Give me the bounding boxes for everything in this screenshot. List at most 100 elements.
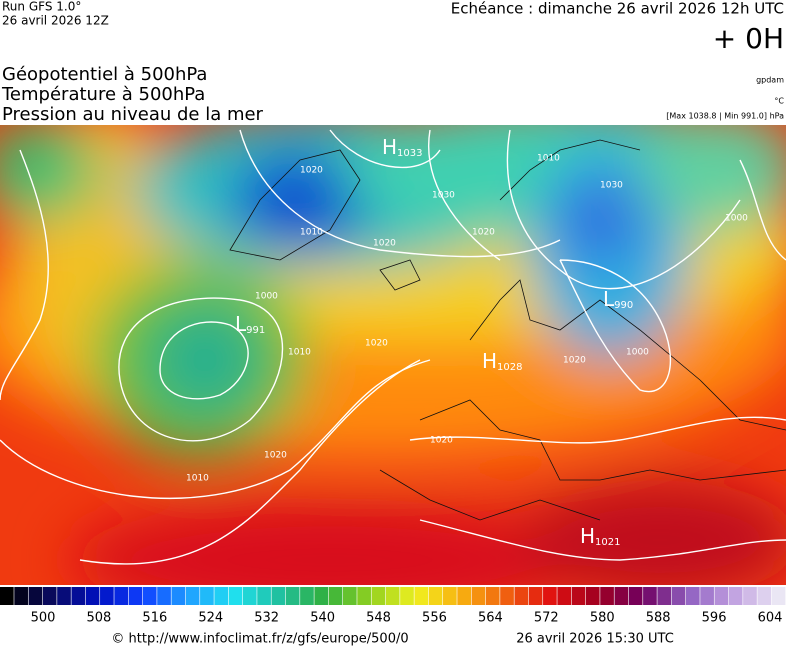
center-value: 1021	[595, 537, 620, 548]
colorbar-tick-label: 500	[31, 611, 56, 626]
colorbar-tick-label: 572	[534, 611, 559, 626]
footer-url: © http://www.infoclimat.fr/z/gfs/europe/…	[111, 632, 408, 647]
colorbar-cell	[28, 587, 43, 605]
colorbar-cell	[528, 587, 543, 605]
pressure-center: L991	[235, 312, 265, 337]
center-letter: H	[382, 135, 397, 159]
colorbar-tick-label: 540	[310, 611, 335, 626]
colorbar-cell	[657, 587, 672, 605]
colorbar-cell	[242, 587, 257, 605]
isobar-label: 1030	[600, 181, 623, 191]
colorbar-cell	[485, 587, 500, 605]
colorbar-tick-label: 508	[87, 611, 112, 626]
colorbar-tick-label: 556	[422, 611, 447, 626]
colorbar-cell	[214, 587, 229, 605]
isobar-label: 1030	[432, 191, 455, 201]
isobar-label: 1020	[430, 436, 453, 446]
colorbar-cell	[114, 587, 129, 605]
center-value: 991	[246, 325, 265, 336]
colorbar-cell	[614, 587, 629, 605]
center-letter: H	[580, 524, 595, 548]
colorbar-cell	[300, 587, 314, 605]
colorbar-cell	[628, 587, 643, 605]
unit-label: [Max 1038.8 | Min 991.0] hPa	[666, 112, 784, 121]
colorbar-cell	[514, 587, 529, 605]
colorbar-cell	[100, 587, 114, 605]
isobar-label: 1020	[300, 166, 323, 176]
map-area: 1020 1030 1010 1000 1020 1020 1010 1020 …	[0, 125, 786, 585]
colorbar-cell	[371, 587, 386, 605]
colorbar-cell	[142, 587, 157, 605]
center-letter: H	[482, 349, 497, 373]
pressure-center: H1028	[482, 349, 523, 374]
colorbar-cell	[71, 587, 86, 605]
colorbar: 500 508 516 524 532 540 548 556 564 572 580 588 596 6…	[0, 587, 786, 626]
colorbar-tick-label: 564	[478, 611, 503, 626]
field-label: Pression au niveau de la mer	[2, 104, 264, 125]
echeance: Echéance : dimanche 26 avril 2026 12h UT…	[451, 0, 784, 18]
colorbar-cell	[557, 587, 572, 605]
colorbar-tick-label: 516	[142, 611, 167, 626]
unit-label: gpdam	[756, 76, 784, 85]
colorbar-tick-label: 532	[254, 611, 279, 626]
colorbar-cell	[342, 587, 357, 605]
colorbar-cell	[414, 587, 429, 605]
colorbar-cell	[42, 587, 57, 605]
colorbar-cell	[228, 587, 243, 605]
pressure-center: L990	[603, 287, 633, 312]
colorbar-cell	[357, 587, 371, 605]
colorbar-cell	[257, 587, 271, 605]
colorbar-cell	[700, 587, 714, 605]
colorbar-tick-label: 524	[198, 611, 223, 626]
colorbar-cell	[285, 587, 300, 605]
offset: + 0H	[713, 22, 784, 55]
run-date: 26 avril 2026 12Z	[2, 14, 109, 28]
colorbar-cell	[271, 587, 286, 605]
colorbar-cell	[314, 587, 329, 605]
center-letter: L	[603, 287, 615, 311]
center-value: 1028	[497, 362, 522, 373]
colorbar-cell	[728, 587, 743, 605]
field-label: Température à 500hPa	[1, 84, 205, 105]
colorbar-tick-label: 596	[702, 611, 727, 626]
isobar-label: 1000	[725, 214, 748, 224]
colorbar-tick-label: 604	[758, 611, 783, 626]
footer-issued: 26 avril 2026 15:30 UTC	[516, 632, 674, 647]
colorbar-cell	[14, 587, 28, 605]
colorbar-cell	[57, 587, 71, 605]
colorbar-cell	[600, 587, 614, 605]
colorbar-tick-label: 580	[590, 611, 615, 626]
isobar-label: 1010	[288, 348, 311, 358]
pressure-center: H1021	[580, 524, 621, 549]
colorbar-cell	[385, 587, 400, 605]
isobar-label: 1000	[626, 348, 649, 358]
center-letter: L	[235, 312, 247, 336]
unit-label: °C	[774, 97, 784, 106]
colorbar-cell	[571, 587, 586, 605]
colorbar-cell	[471, 587, 486, 605]
colorbar-cell	[328, 587, 343, 605]
colorbar-cell	[443, 587, 457, 605]
colorbar-tick-label: 548	[366, 611, 391, 626]
colorbar-cell	[671, 587, 686, 605]
run-label: Run GFS 1.0°	[2, 0, 81, 14]
colorbar-cell	[500, 587, 514, 605]
center-value: 990	[614, 300, 633, 311]
isobar-label: 1020	[365, 339, 388, 349]
colorbar-cell	[757, 587, 772, 605]
colorbar-cell	[457, 587, 471, 605]
colorbar-cell	[585, 587, 600, 605]
colorbar-cell	[171, 587, 186, 605]
colorbar-cell	[200, 587, 214, 605]
pressure-center: H1033	[382, 135, 423, 160]
field-label: Géopotentiel à 500hPa	[2, 64, 207, 85]
colorbar-cell	[743, 587, 757, 605]
colorbar-cell	[428, 587, 443, 605]
center-value: 1033	[397, 148, 422, 159]
isobar-label: 1020	[373, 239, 396, 249]
colorbar-cell	[771, 587, 786, 605]
isobar-label: 1020	[264, 451, 287, 461]
colorbar-cell	[0, 587, 14, 605]
